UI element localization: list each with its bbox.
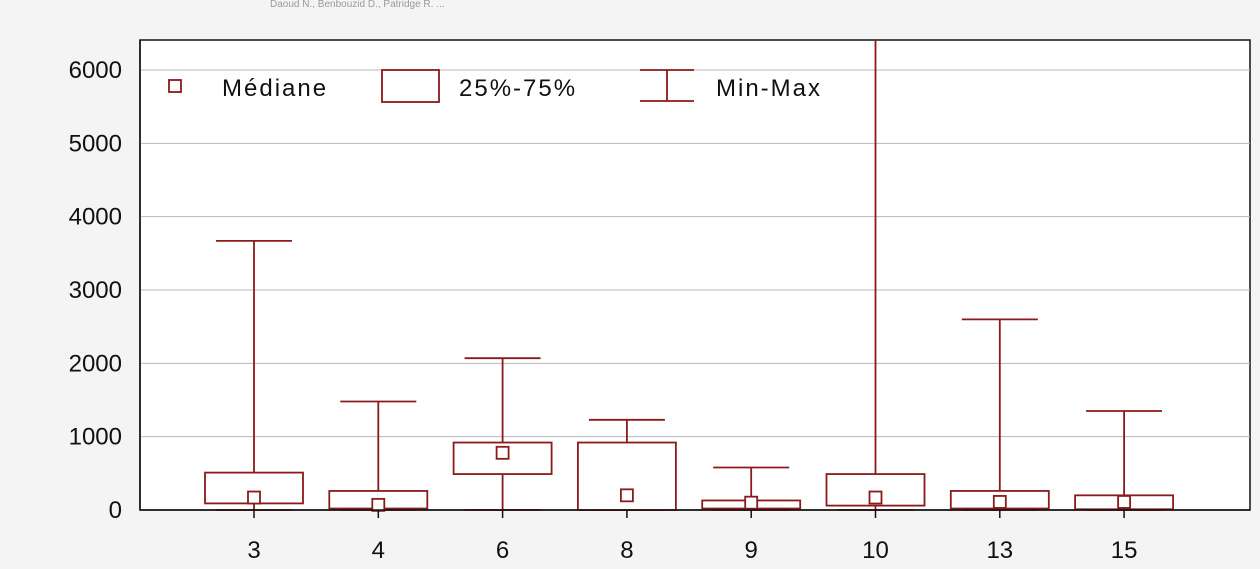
y-tick-labels: 0 1000 2000 3000 4000 5000 6000 — [69, 57, 122, 524]
legend-label-minmax: Min-Max — [716, 75, 822, 102]
box-group — [825, 40, 926, 511]
y-tick-label: 3000 — [69, 277, 122, 304]
x-tick-label: 3 — [247, 537, 260, 564]
median-marker — [495, 445, 510, 460]
x-tick-label: 13 — [986, 537, 1013, 564]
box-group — [949, 318, 1050, 511]
box-group — [328, 400, 429, 512]
x-tick-label: 9 — [745, 537, 758, 564]
median-marker — [992, 495, 1007, 509]
axes — [139, 40, 1250, 511]
legend-label-median: Médiane — [222, 75, 328, 102]
legend-label-iqr: 25%-75% — [459, 75, 577, 102]
y-tick-label: 0 — [109, 497, 122, 524]
box-group — [204, 239, 304, 511]
y-tick-label: 4000 — [69, 204, 122, 231]
x-tick-label: 4 — [372, 537, 385, 564]
iqr-box — [825, 473, 926, 507]
legend-box-swatch — [381, 69, 440, 103]
median-marker — [1117, 495, 1131, 509]
median-marker — [868, 490, 883, 505]
legend-median-swatch — [168, 79, 182, 93]
legend: Médiane 25%-75% Min-Max — [168, 69, 822, 103]
y-tick-label: 2000 — [69, 350, 122, 377]
gridlines — [140, 69, 1250, 438]
median-marker — [371, 497, 386, 512]
x-tick-label: 10 — [862, 537, 889, 564]
y-tick-label: 5000 — [69, 130, 122, 157]
median-marker — [247, 490, 261, 505]
page-header-text: Daoud N., Benbouzid D., Patridge R. ... — [270, 0, 445, 10]
median-marker — [620, 488, 634, 503]
x-tick-label: 6 — [496, 537, 509, 564]
x-tick-labels: 3 4 6 8 9 10 13 15 — [247, 510, 1137, 564]
y-tick-label: 1000 — [69, 424, 122, 451]
y-tick-label: 6000 — [69, 57, 122, 84]
x-tick-label: 15 — [1111, 537, 1138, 564]
median-marker — [744, 495, 759, 510]
x-tick-label: 8 — [620, 537, 633, 564]
plot-area — [139, 39, 1251, 511]
box-group — [452, 357, 553, 511]
